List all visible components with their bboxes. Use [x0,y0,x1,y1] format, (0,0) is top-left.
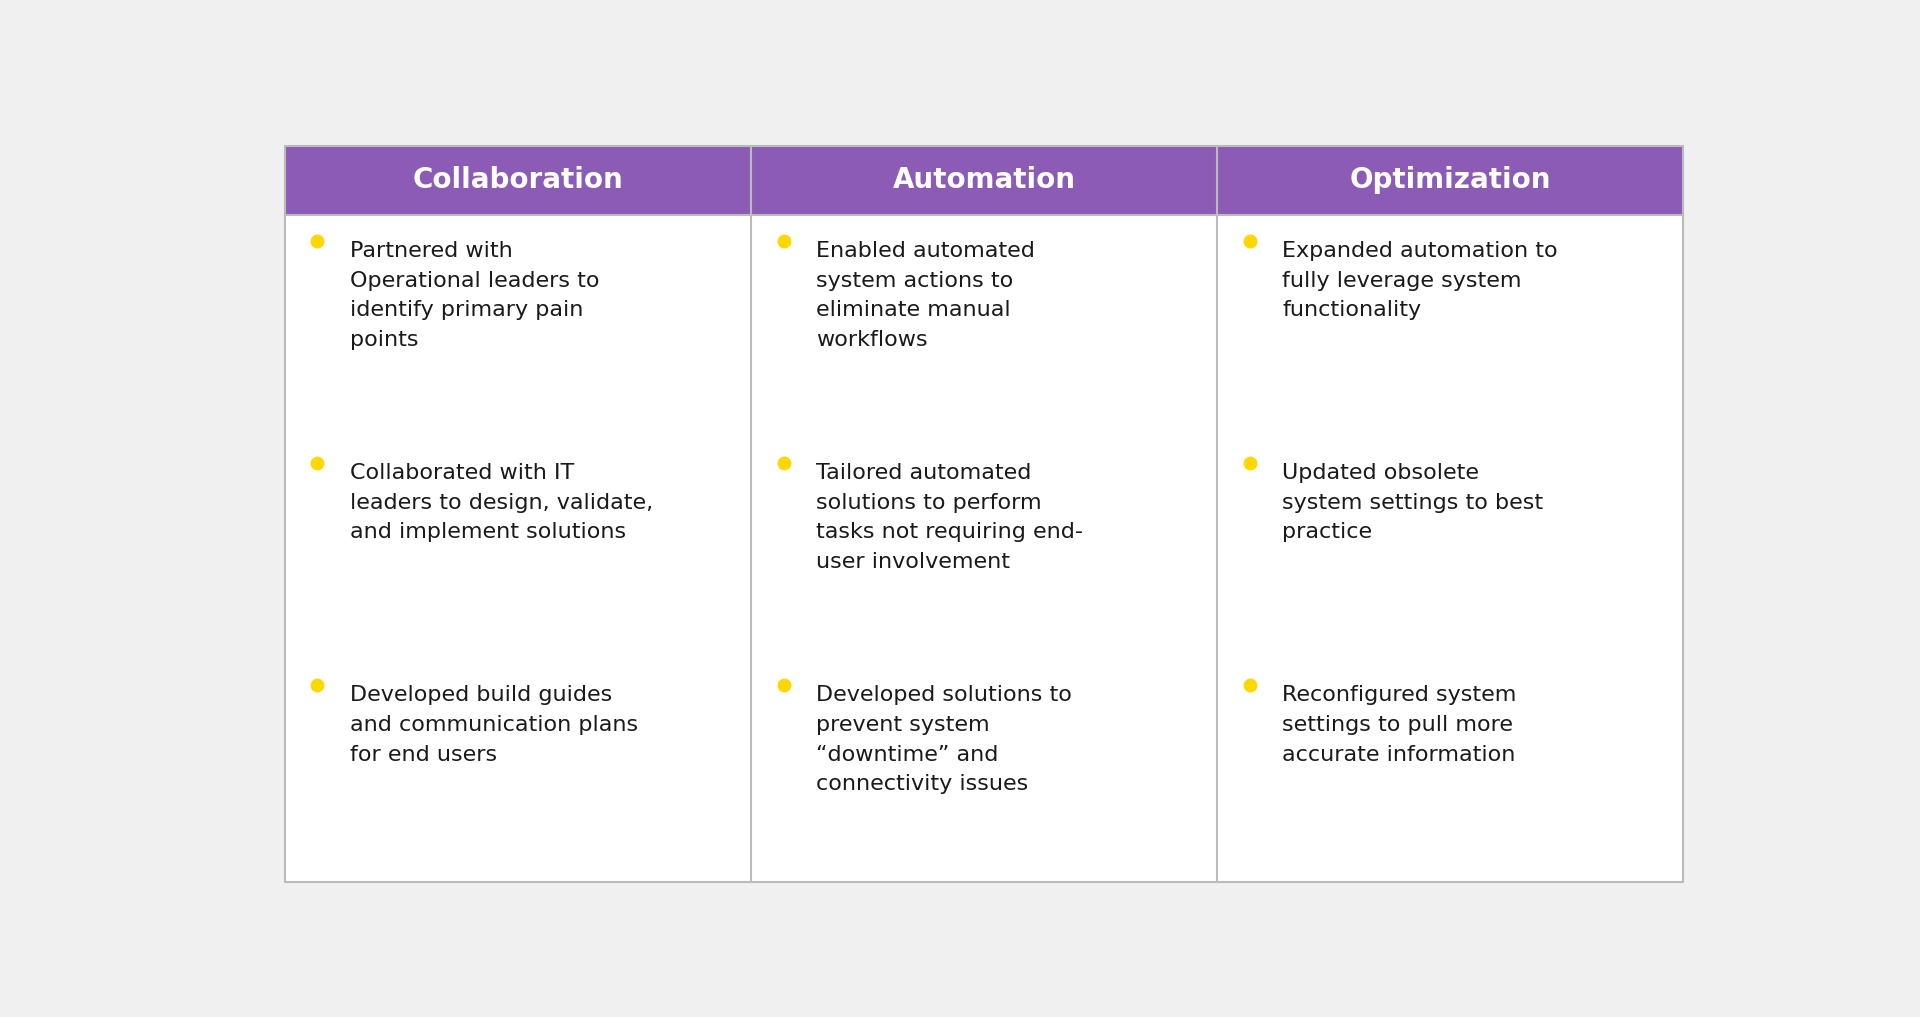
Text: Tailored automated
solutions to perform
tasks not requiring end-
user involvemen: Tailored automated solutions to perform … [816,464,1083,573]
Text: Updated obsolete
system settings to best
practice: Updated obsolete system settings to best… [1283,464,1544,542]
Bar [1217,145,1684,216]
Text: Automation: Automation [893,167,1075,194]
Bar [284,216,1684,882]
Text: Developed build guides
and communication plans
for end users: Developed build guides and communication… [349,685,637,765]
Text: Expanded automation to
fully leverage system
functionality: Expanded automation to fully leverage sy… [1283,241,1557,320]
Text: Optimization: Optimization [1350,167,1551,194]
Text: Developed solutions to
prevent system
“downtime” and
connectivity issues: Developed solutions to prevent system “d… [816,685,1071,794]
Text: Collaboration: Collaboration [413,167,624,194]
Bar [284,145,751,216]
Text: Collaborated with IT
leaders to design, validate,
and implement solutions: Collaborated with IT leaders to design, … [349,464,653,542]
Text: Reconfigured system
settings to pull more
accurate information: Reconfigured system settings to pull mor… [1283,685,1517,765]
Bar [751,145,1217,216]
Text: Partnered with
Operational leaders to
identify primary pain
points: Partnered with Operational leaders to id… [349,241,599,350]
Text: Enabled automated
system actions to
eliminate manual
workflows: Enabled automated system actions to elim… [816,241,1035,350]
